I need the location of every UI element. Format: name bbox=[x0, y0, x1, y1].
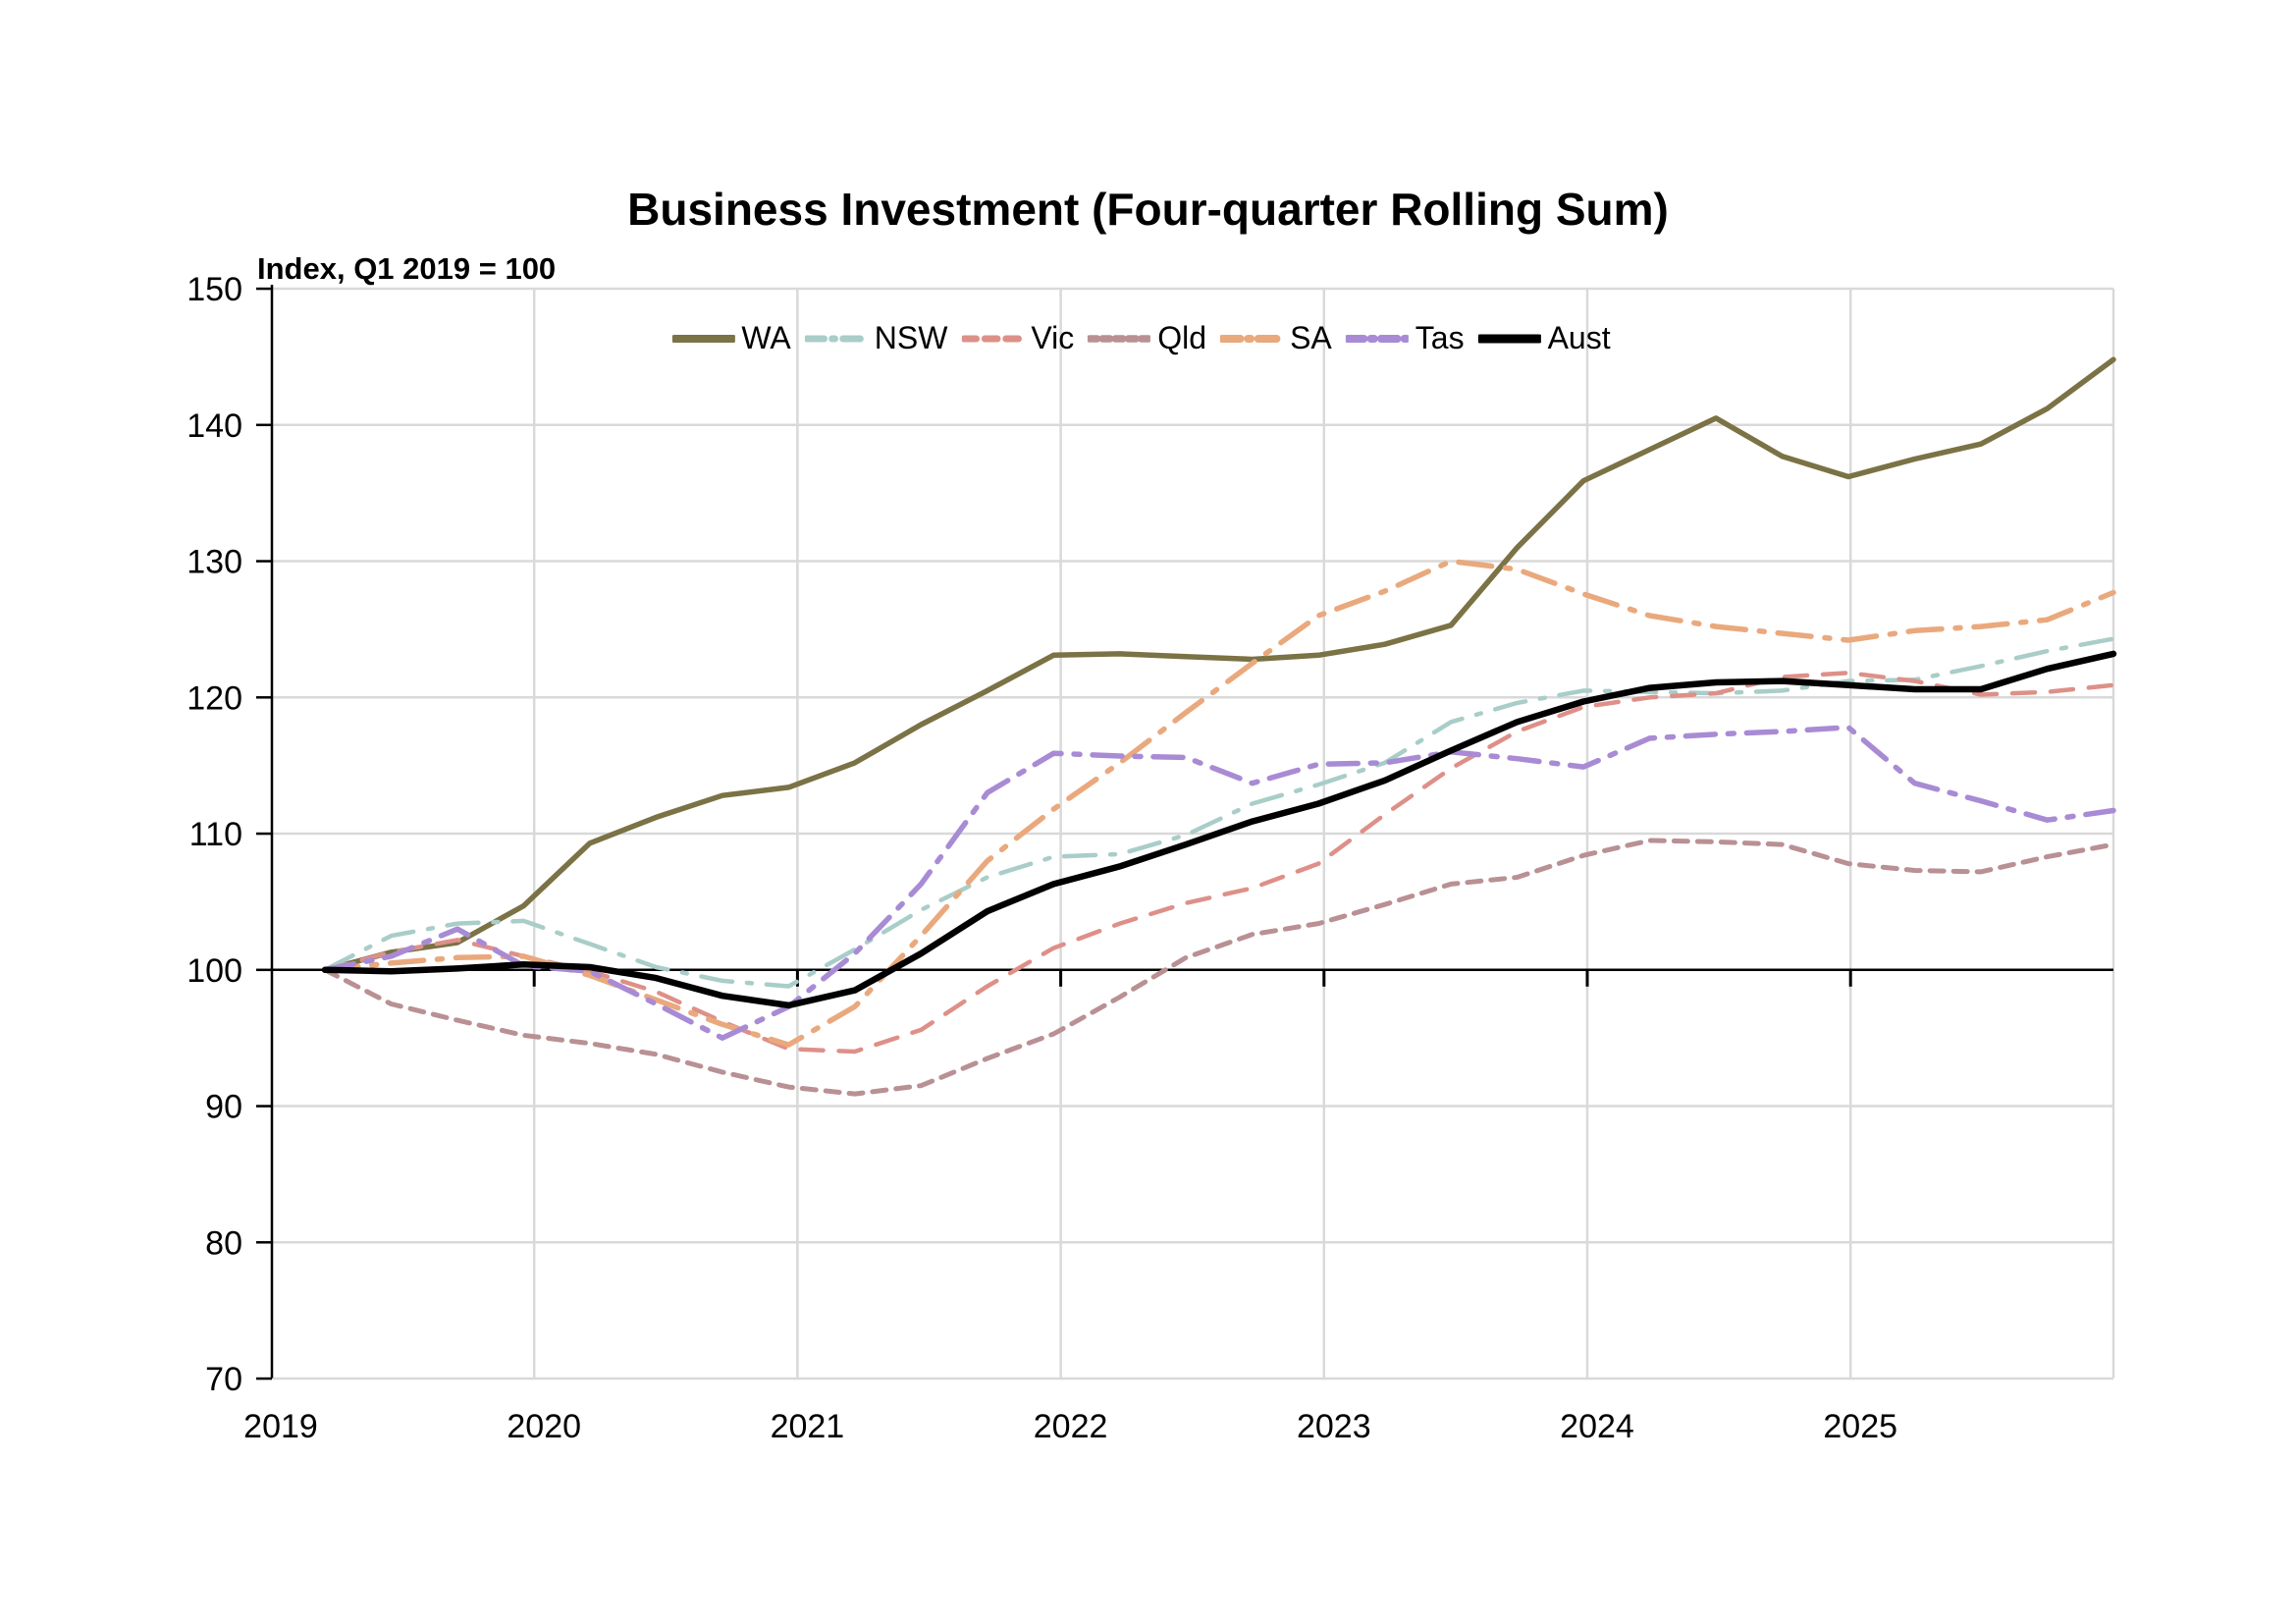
legend-item-Aust: Aust bbox=[1477, 320, 1611, 356]
legend-label-NSW: NSW bbox=[874, 320, 948, 355]
legend-label-WA: WA bbox=[741, 320, 791, 355]
x-axis-label-2023: 2023 bbox=[1297, 1408, 1371, 1445]
y-axis-label-130: 130 bbox=[187, 544, 242, 581]
legend-swatch-NSW bbox=[804, 335, 868, 342]
x-axis-label-2025: 2025 bbox=[1823, 1408, 1897, 1445]
legend-label-Aust: Aust bbox=[1547, 320, 1611, 355]
legend-item-NSW: NSW bbox=[804, 320, 948, 356]
legend-swatch-Aust bbox=[1477, 334, 1541, 343]
legend-swatch-Tas bbox=[1345, 334, 1409, 343]
legend-swatch-Qld bbox=[1088, 334, 1151, 343]
y-axis-label-100: 100 bbox=[187, 952, 242, 990]
y-axis-label-120: 120 bbox=[187, 679, 242, 717]
chart-legend: WA NSW Vic Qld SA Tas Aust bbox=[671, 320, 1624, 356]
series-line-NSW bbox=[322, 636, 2116, 989]
y-axis-label-80: 80 bbox=[205, 1224, 242, 1262]
legend-label-Tas: Tas bbox=[1415, 320, 1465, 355]
x-axis-label-2021: 2021 bbox=[771, 1408, 845, 1445]
legend-swatch-WA bbox=[671, 334, 735, 343]
legend-swatch-SA bbox=[1220, 334, 1284, 343]
legend-item-SA: SA bbox=[1220, 320, 1332, 356]
y-axis-label-150: 150 bbox=[187, 271, 242, 308]
legend-item-Tas: Tas bbox=[1345, 320, 1465, 356]
x-axis-label-2020: 2020 bbox=[507, 1408, 581, 1445]
x-axis-label-2022: 2022 bbox=[1034, 1408, 1108, 1445]
legend-label-SA: SA bbox=[1290, 320, 1332, 355]
legend-label-Vic: Vic bbox=[1031, 320, 1075, 355]
y-axis-label-90: 90 bbox=[205, 1089, 242, 1126]
legend-item-WA: WA bbox=[671, 320, 791, 356]
legend-item-Qld: Qld bbox=[1088, 320, 1206, 356]
y-axis-label-110: 110 bbox=[189, 816, 242, 853]
axis-units-label: Index, Q1 2019 = 100 bbox=[257, 251, 557, 286]
legend-swatch-Vic bbox=[961, 335, 1025, 342]
series-line-WA bbox=[322, 356, 2116, 973]
y-axis-label-70: 70 bbox=[205, 1361, 242, 1398]
series-line-Tas bbox=[322, 725, 2116, 1041]
legend-label-Qld: Qld bbox=[1157, 320, 1207, 355]
series-line-Aust bbox=[321, 650, 2117, 1009]
series-line-Vic bbox=[322, 671, 2116, 1055]
y-axis-label-140: 140 bbox=[187, 407, 242, 445]
legend-item-Vic: Vic bbox=[961, 320, 1074, 356]
chart-title: Business Investment (Four-quarter Rollin… bbox=[627, 184, 1669, 235]
x-axis-label-2019: 2019 bbox=[243, 1408, 318, 1445]
x-axis-label-2024: 2024 bbox=[1560, 1408, 1634, 1445]
series-line-Qld bbox=[322, 838, 2116, 1097]
